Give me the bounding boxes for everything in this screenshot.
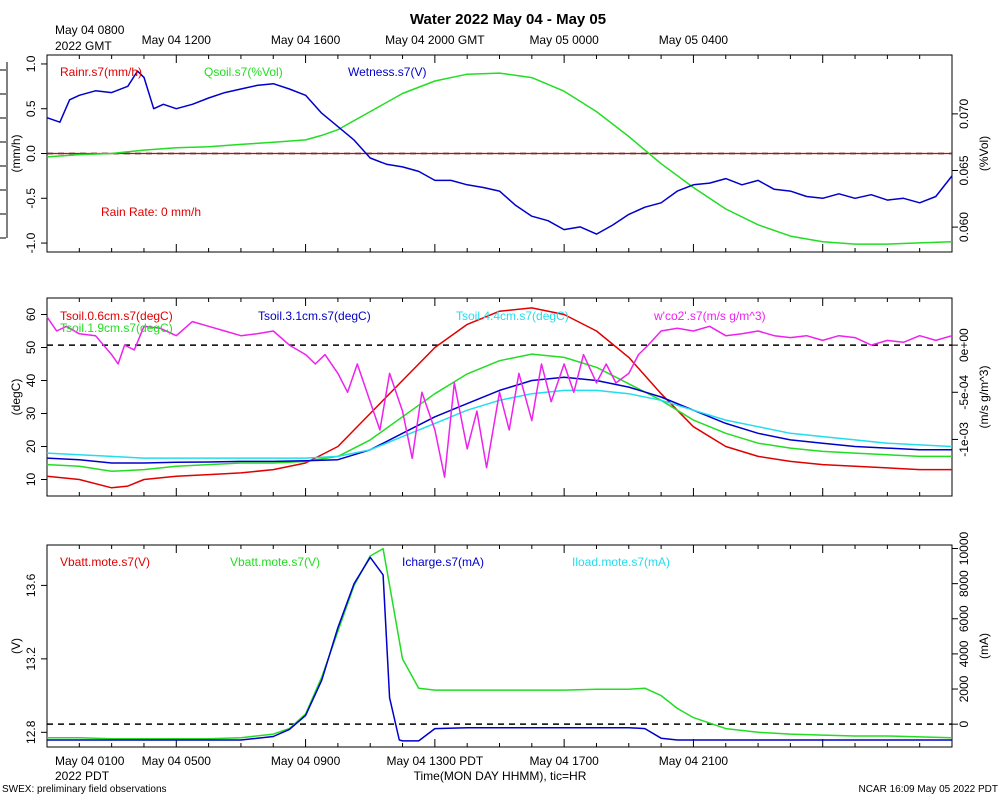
yright-axis-label: (%Vol) — [977, 136, 991, 171]
bottom-time-label: May 04 0500 — [142, 754, 212, 768]
yright-tick-label: 0.070 — [957, 99, 971, 129]
yright-tick-label: -5e-04 — [957, 375, 971, 410]
series-qsoil-s7-vol- — [46, 72, 953, 245]
legend-entry: Tsoil.3.1cm.s7(degC) — [258, 309, 371, 323]
yright-tick-label: 6000 — [957, 605, 971, 632]
legend-entry: Wetness.s7(V) — [348, 65, 426, 79]
legend-entry: Tsoil.1.9cm.s7(degC) — [60, 321, 173, 335]
legend-entry: Vbatt.mote.s7(V) — [230, 555, 320, 569]
yleft-tick-label: 0.0 — [24, 145, 38, 162]
yright-tick-label: -1e-03 — [957, 422, 971, 457]
yright-axis-label: (mA) — [977, 633, 991, 659]
top-left-time-line1: May 04 0800 — [55, 23, 125, 37]
yleft-tick-label: 50 — [24, 341, 38, 355]
yright-axis-label: (m/s g/m^3) — [977, 366, 991, 429]
yright-tick-label: 0.065 — [957, 155, 971, 185]
yright-tick-label: 4000 — [957, 640, 971, 667]
top-time-label: May 05 0000 — [529, 33, 599, 47]
yleft-tick-label: 20 — [24, 440, 38, 454]
legend-entry: Tsoil.4.4cm.s7(degC) — [456, 309, 569, 323]
bottom-left-time-line2: 2022 PDT — [55, 769, 110, 783]
series-wetness-s7-v- — [46, 70, 953, 235]
yleft-tick-label: -0.5 — [24, 188, 38, 209]
footer-right: NCAR 16:09 May 05 2022 PDT — [858, 784, 998, 795]
top-time-label: May 04 2000 GMT — [385, 33, 485, 47]
yleft-tick-label: 40 — [24, 374, 38, 388]
yleft-tick-label: 1.0 — [24, 55, 38, 72]
top-time-label: May 04 1200 — [142, 33, 212, 47]
yleft-axis-label: (V) — [9, 638, 23, 654]
xaxis-title: Time(MON DAY HHMM), tic=HR — [414, 769, 587, 783]
series-tsoil-4-4cm-s7-degc- — [46, 389, 953, 459]
top-time-label: May 05 0400 — [659, 33, 729, 47]
series-tsoil-1-9cm-s7-degc- — [46, 353, 952, 473]
series-w-co2-s7-m-s-g-m-3- — [46, 316, 953, 478]
series-tsoil-0-6cm-s7-degc- — [46, 307, 952, 489]
yleft-tick-label: 60 — [24, 308, 38, 322]
legend-entry: w'co2'.s7(m/s g/m^3) — [653, 309, 766, 323]
yleft-tick-label: 13.6 — [24, 573, 38, 597]
legend-entry: Icharge.s7(mA) — [402, 555, 484, 569]
yleft-tick-label: 10 — [24, 473, 38, 487]
series-vbatt-mote-s7-v- — [47, 547, 953, 740]
yleft-tick-label: 0.5 — [24, 100, 38, 117]
panel-frame — [46, 544, 953, 748]
rain-rate-annotation: Rain Rate: 0 mm/h — [101, 205, 201, 219]
plot-title: Water 2022 May 04 - May 05 — [410, 11, 606, 28]
top-time-label: May 04 1600 — [271, 33, 341, 47]
yleft-axis-label: (mm/h) — [9, 135, 23, 173]
legend-entry: Rainr.s7(mm/h) — [60, 65, 142, 79]
bottom-time-label: May 04 1700 — [529, 754, 599, 768]
yright-tick-label: 2000 — [957, 675, 971, 702]
panel-p2: 10 20 30 40 50 60 (degC) 0e+00 -5e-04 -1e-03 (m/s … — [9, 297, 991, 497]
panel-p1: 1.0 0.5 0.0 -0.5 -1.0 (mm/h) 0.060 0.065 0.070 (%… — [9, 54, 991, 253]
yleft-tick-label: -1.0 — [24, 232, 38, 253]
top-left-time-line2: 2022 GMT — [55, 39, 112, 53]
footer-left: SWEX: preliminary field observations — [2, 784, 167, 795]
series-tsoil-3-1cm-s7-degc- — [46, 376, 952, 464]
bottom-time-label: May 04 1300 PDT — [386, 754, 483, 768]
legend-entry: Vbatt.mote.s7(V) — [60, 555, 150, 569]
yright-tick-label: 0.060 — [957, 212, 971, 242]
yleft-axis-label: (degC) — [9, 379, 23, 416]
yright-tick-label: 10000 — [957, 532, 971, 566]
bottom-time-label: May 04 2100 — [659, 754, 729, 768]
series-icharge-s7-ma- — [47, 556, 952, 742]
yright-tick-label: 0 — [957, 721, 971, 728]
yleft-tick-label: 12.8 — [24, 720, 38, 744]
yright-tick-label: 0e+00 — [957, 328, 971, 362]
bottom-time-label: May 04 0900 — [271, 754, 341, 768]
yleft-tick-label: 30 — [24, 407, 38, 421]
yleft-tick-label: 13.2 — [24, 647, 38, 671]
yright-tick-label: 8000 — [957, 570, 971, 597]
legend-entry: Iload.mote.s7(mA) — [572, 555, 670, 569]
bottom-left-time-line1: May 04 0100 — [55, 754, 125, 768]
panel-p3: 12.8 13.2 13.6 (V) 0 2000 4000 6000 8000 10000 (mA… — [9, 532, 991, 748]
legend-entry: Tsoil.0.6cm.s7(degC) — [60, 309, 173, 323]
legend-entry: Qsoil.s7(%Vol) — [204, 65, 283, 79]
